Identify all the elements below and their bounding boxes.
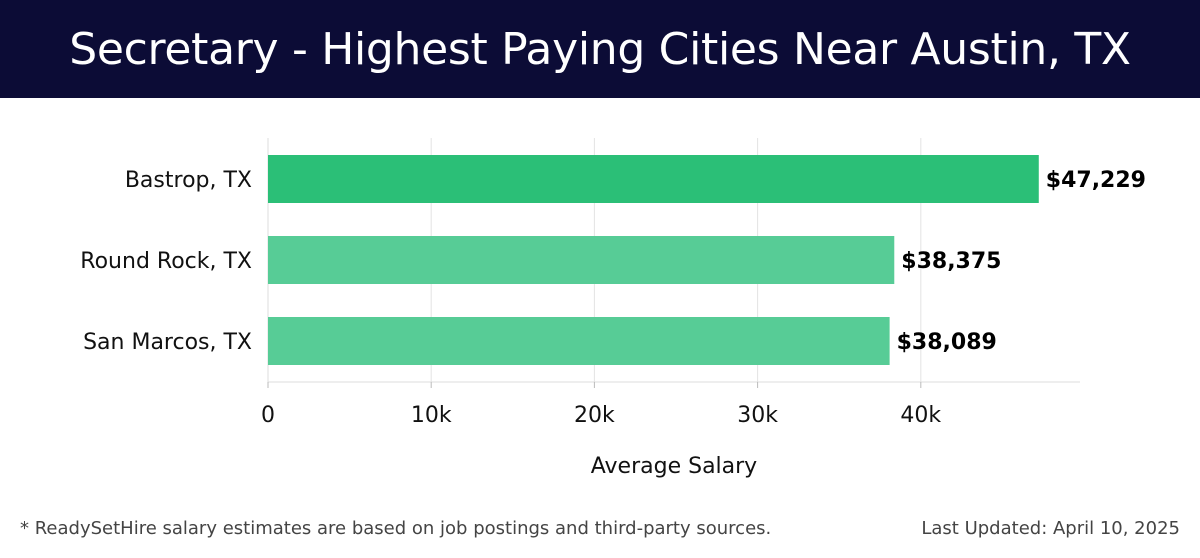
footer-disclaimer: * ReadySetHire salary estimates are base…	[20, 518, 772, 539]
value-label: $38,375	[901, 249, 1001, 274]
x-axis-title: Average Salary	[591, 454, 757, 479]
x-tick-label: 30k	[737, 403, 778, 428]
category-label: Round Rock, TX	[80, 249, 252, 274]
bar	[268, 236, 895, 284]
bar	[268, 155, 1039, 203]
x-tick-label: 20k	[574, 403, 615, 428]
chart-header: Secretary - Highest Paying Cities Near A…	[0, 0, 1200, 98]
chart-title: Secretary - Highest Paying Cities Near A…	[69, 23, 1131, 75]
x-tick-label: 40k	[900, 403, 941, 428]
bar-chart: Bastrop, TX $47,229 Round Rock, TX $38,375 S…	[80, 138, 1146, 479]
bar	[268, 317, 890, 365]
category-label: San Marcos, TX	[83, 330, 252, 355]
value-label: $38,089	[897, 330, 997, 355]
x-tick-label: 0	[261, 403, 275, 428]
footer-last-updated: Last Updated: April 10, 2025	[921, 518, 1180, 539]
category-label: Bastrop, TX	[125, 168, 252, 193]
value-label: $47,229	[1046, 168, 1146, 193]
x-tick-label: 10k	[411, 403, 452, 428]
